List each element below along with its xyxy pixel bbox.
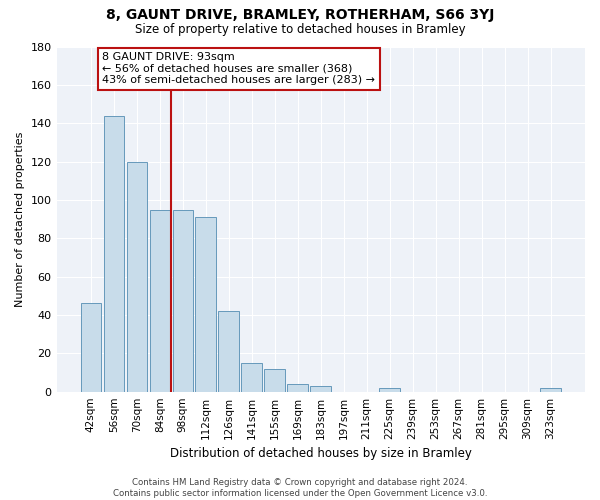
Bar	[149, 210, 170, 392]
Text: Size of property relative to detached houses in Bramley: Size of property relative to detached ho…	[134, 22, 466, 36]
X-axis label: Distribution of detached houses by size in Bramley: Distribution of detached houses by size …	[170, 447, 472, 460]
Bar	[540, 388, 561, 392]
Bar	[379, 388, 400, 392]
Bar	[80, 304, 101, 392]
Y-axis label: Number of detached properties: Number of detached properties	[15, 132, 25, 307]
Text: 8, GAUNT DRIVE, BRAMLEY, ROTHERHAM, S66 3YJ: 8, GAUNT DRIVE, BRAMLEY, ROTHERHAM, S66 …	[106, 8, 494, 22]
Bar	[241, 363, 262, 392]
Bar	[218, 311, 239, 392]
Bar	[265, 368, 285, 392]
Text: 8 GAUNT DRIVE: 93sqm
← 56% of detached houses are smaller (368)
43% of semi-deta: 8 GAUNT DRIVE: 93sqm ← 56% of detached h…	[103, 52, 376, 86]
Bar	[173, 210, 193, 392]
Bar	[104, 116, 124, 392]
Bar	[310, 386, 331, 392]
Bar	[196, 217, 216, 392]
Bar	[127, 162, 147, 392]
Bar	[287, 384, 308, 392]
Text: Contains HM Land Registry data © Crown copyright and database right 2024.
Contai: Contains HM Land Registry data © Crown c…	[113, 478, 487, 498]
